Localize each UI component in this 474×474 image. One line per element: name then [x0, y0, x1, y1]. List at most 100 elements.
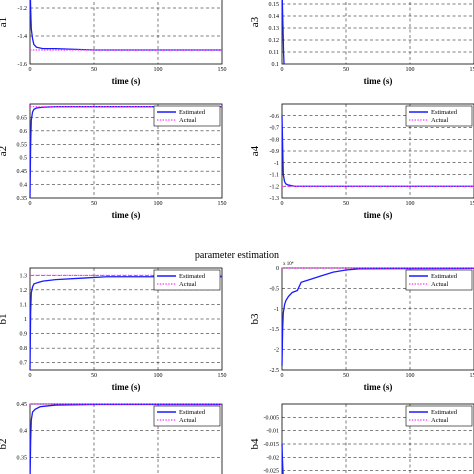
a3-xtick-150: 150: [470, 67, 474, 73]
a4-series-estimated: [281, 115, 474, 187]
a2-ytick-0.35: 0.35: [17, 196, 28, 202]
a2-ytick-0.55: 0.55: [17, 142, 28, 148]
a2-legend-box: [153, 105, 221, 127]
b1-legend-label-estimated: Estimated: [179, 273, 206, 280]
a2-legend-label-actual: Actual: [179, 117, 197, 124]
a4-ytick--1.1: -1.1: [270, 173, 280, 179]
a4-xtick-50: 50: [343, 201, 349, 207]
a2-ylabel: a2: [0, 146, 9, 156]
b3-y-exponent: x 10⁴: [283, 261, 294, 267]
b3-legend-label-estimated: Estimated: [431, 273, 458, 280]
b3-ytick--1.5: -1.5: [270, 327, 280, 333]
b3-ylabel: b3: [249, 313, 261, 325]
a1-ytick--1.6: -1.6: [18, 62, 28, 68]
a2-xtick-100: 100: [154, 201, 163, 207]
a4-ytick--1.2: -1.2: [270, 184, 280, 190]
b1-xtick-150: 150: [218, 373, 227, 379]
b2-legend-label-actual: Actual: [179, 417, 197, 424]
a3-ytick-0.14: 0.14: [269, 14, 280, 20]
b2-ylabel: b2: [0, 439, 9, 450]
a2-ytick-0.45: 0.45: [17, 169, 28, 175]
b3-ytick-0: 0: [276, 266, 279, 272]
b1-ylabel: b1: [0, 314, 9, 325]
b1-ytick-0.9: 0.9: [20, 332, 28, 338]
a4-ytick--0.9: -0.9: [270, 149, 280, 155]
a4-xtick-150: 150: [470, 201, 474, 207]
a2-ytick-0.6: 0.6: [20, 129, 28, 135]
panel-a4: 0 50 100 150 -1.3 -1.2 -1.1 -1 -0.9 -0.8 -0.7 -0.6 E…: [249, 103, 474, 220]
a4-ytick--1.3: -1.3: [270, 196, 280, 202]
a4-ytick--0.8: -0.8: [270, 137, 280, 143]
a3-ytick-0.15: 0.15: [269, 2, 280, 8]
a3-ytick-0.12: 0.12: [269, 38, 280, 44]
b2-legend-box: [153, 405, 221, 427]
b3-ytick--0.5: -0.5: [270, 286, 280, 292]
a2-ytick-0.65: 0.65: [17, 115, 28, 121]
figure-heading: parameter estimation: [195, 250, 279, 261]
a4-legend-box: [405, 105, 473, 127]
a2-ytick-0.5: 0.5: [20, 156, 28, 162]
b3-xtick-150: 150: [470, 373, 474, 379]
b2-ytick-0.35: 0.35: [17, 455, 28, 461]
b3-xtick-0: 0: [281, 373, 284, 379]
b4-series-estimated: [281, 443, 284, 474]
a3-axes-frame: [281, 0, 474, 65]
b1-series-estimated: [29, 276, 222, 371]
b4-ytick--0.01: -0.01: [267, 429, 280, 435]
b3-series-estimated: [281, 267, 474, 366]
b4-legend-label-actual: Actual: [431, 417, 449, 424]
b3-ytick--2: -2: [274, 348, 279, 354]
a3-xtick-0: 0: [281, 67, 284, 73]
b1-legend-label-actual: Actual: [179, 281, 197, 288]
b2-legend-label-estimated: Estimated: [179, 409, 206, 416]
b3-legend-box: [405, 269, 473, 291]
a4-xtick-100: 100: [406, 201, 415, 207]
b1-xtick-0: 0: [29, 373, 32, 379]
panel-b1: 0 50 100 150 0.7 0.8 0.9 1 1.1 1.2 1.3 EstimatedAct…: [0, 267, 227, 392]
a4-ylabel: a4: [249, 145, 261, 156]
b1-ytick-0.7: 0.7: [20, 361, 28, 367]
b2-ytick-0.45: 0.45: [17, 402, 28, 408]
a4-ytick--1: -1: [274, 161, 279, 167]
a4-ytick--0.7: -0.7: [270, 126, 280, 132]
b4-legend-label-estimated: Estimated: [431, 409, 458, 416]
a3-xlabel: time (s): [364, 76, 393, 86]
a4-legend-label-estimated: Estimated: [431, 109, 458, 116]
a3-ytick-0.13: 0.13: [269, 26, 280, 32]
a1-xtick-100: 100: [154, 67, 163, 73]
b4-legend-box: [405, 405, 473, 427]
b1-xtick-100: 100: [154, 373, 163, 379]
b1-legend-box: [153, 269, 221, 291]
b1-ytick-1.3: 1.3: [20, 273, 28, 279]
b2-series-estimated: [29, 403, 222, 474]
a2-xtick-0: 0: [29, 201, 32, 207]
b4-ytick--0.005: -0.005: [264, 415, 280, 421]
a2-xlabel: time (s): [112, 210, 141, 220]
a3-series-estimated: [281, 0, 285, 65]
a2-ytick-0.4: 0.4: [20, 183, 28, 189]
panel-a2: 0 50 100 150 0.35 0.4 0.45 0.5 0.55 0.6 0.65 Estima…: [0, 103, 227, 220]
a1-ylabel: a1: [0, 17, 9, 27]
b4-ytick--0.025: -0.025: [264, 469, 280, 474]
b1-xlabel: time (s): [112, 382, 141, 392]
panel-b3: 0 50 100 150 -2.5 -2 -1.5 -1 -0.5 0 x 10⁴ Estimated…: [249, 261, 474, 392]
b4-ytick--0.015: -0.015: [264, 442, 280, 448]
a3-ylabel: a3: [249, 16, 261, 27]
a1-xtick-0: 0: [29, 67, 32, 73]
a3-xtick-50: 50: [343, 67, 349, 73]
b4-ytick--0.02: -0.02: [267, 455, 280, 461]
a4-ytick--0.6: -0.6: [270, 114, 280, 120]
b3-legend-label-actual: Actual: [431, 281, 449, 288]
a4-xtick-0: 0: [281, 201, 284, 207]
a2-xtick-50: 50: [91, 201, 97, 207]
panel-b4: -0.005 -0.01 -0.015 -0.02 -0.025 EstimatedAct…: [249, 403, 474, 474]
